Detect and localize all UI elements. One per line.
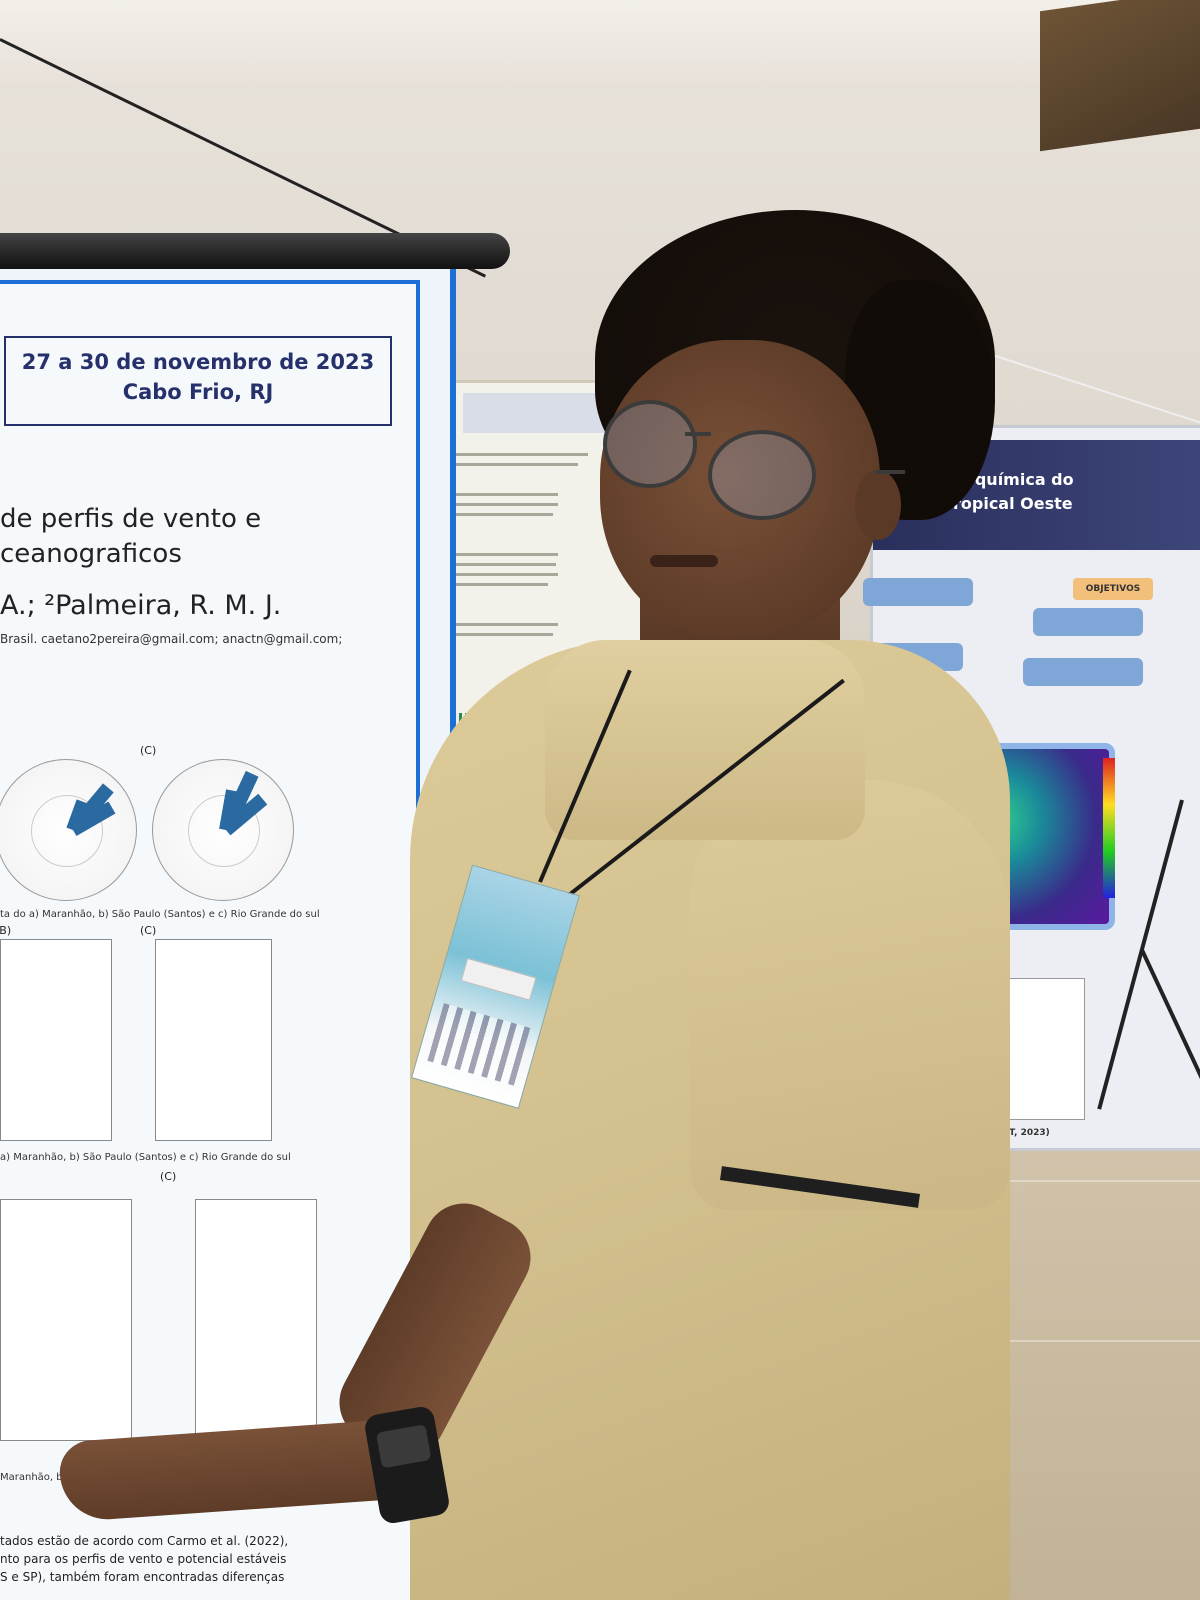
poster-text-line	[438, 493, 558, 496]
poster-text-line	[438, 583, 548, 586]
objectives-label: OBJETIVOS	[1073, 578, 1153, 600]
figure-label: (C)	[140, 924, 157, 937]
glasses-bridge	[685, 432, 711, 436]
figure-label: (C)	[160, 1170, 177, 1183]
poster-flow-box	[1023, 658, 1143, 686]
poster-text-line	[438, 623, 558, 626]
poster-text-line	[438, 503, 558, 506]
glasses-left-lens	[603, 400, 697, 488]
poster-date: 27 a 30 de novembro de 2023	[21, 350, 375, 374]
shirt-collar	[545, 640, 865, 840]
poster-right-subtitle: ropical Oeste	[953, 494, 1073, 513]
poster-location: Cabo Frio, RJ	[122, 380, 274, 404]
figure-label: (C)	[140, 744, 157, 757]
power-potential-plot-c	[195, 1199, 317, 1441]
power-potential-plot-b	[0, 1199, 132, 1441]
glasses-right-lens	[708, 430, 816, 520]
poster-text-line	[438, 453, 588, 456]
poster-text-line	[438, 633, 553, 636]
rose-ring	[31, 795, 103, 867]
wind-profile-plot-b	[0, 939, 112, 1141]
person-mouth	[650, 555, 718, 567]
wind-rose-b	[0, 759, 137, 901]
poster-title-line1: de perfis de vento e	[0, 504, 262, 534]
wind-profile-plot-c	[155, 939, 272, 1141]
poster-affiliation: Brasil. caetano2pereira@gmail.com; anact…	[0, 632, 343, 646]
poster-conclusion-line: nto para os perfis de vento e potencial …	[0, 1552, 287, 1566]
watch-face	[375, 1424, 432, 1469]
figure-caption: ta do a) Maranhão, b) São Paulo (Santos)…	[0, 909, 320, 920]
wind-rose-c	[152, 759, 294, 901]
glasses-arm	[875, 470, 905, 474]
figure-label: (B)	[0, 924, 12, 937]
poster-text-line	[438, 563, 556, 566]
poster-conclusion-line: tados estão de acordo com Carmo et al. (…	[0, 1534, 289, 1548]
poster-right-title: eoquímica do	[953, 470, 1074, 489]
poster-text-line	[438, 513, 553, 516]
poster-text-line	[438, 463, 578, 466]
poster-title-line2: ceanograficos	[0, 539, 182, 569]
poster-conclusion-line: S e SP), também foram encontradas difere…	[0, 1570, 285, 1584]
poster-authors: A.; ²Palmeira, R. M. J.	[0, 590, 282, 621]
poster-text-line	[438, 573, 558, 576]
poster-date-box: 27 a 30 de novembro de 2023 Cabo Frio, R…	[4, 336, 392, 426]
poster-hanging-rod	[0, 233, 510, 269]
poster-text-line	[438, 553, 558, 556]
color-scale	[1103, 758, 1115, 898]
ceiling	[0, 0, 1200, 90]
ceiling-beam	[1040, 0, 1200, 152]
badge-sponsor-logos	[427, 1003, 531, 1086]
person-shirt-sleeve	[690, 780, 1010, 1210]
poster-flow-box	[863, 578, 973, 606]
badge-name-field	[460, 957, 537, 1001]
poster-flow-box	[1033, 608, 1143, 636]
person-ear	[855, 470, 901, 540]
figure-caption: Maranhão, b) S	[0, 1472, 77, 1483]
figure-caption: a) Maranhão, b) São Paulo (Santos) e c) …	[0, 1152, 291, 1163]
